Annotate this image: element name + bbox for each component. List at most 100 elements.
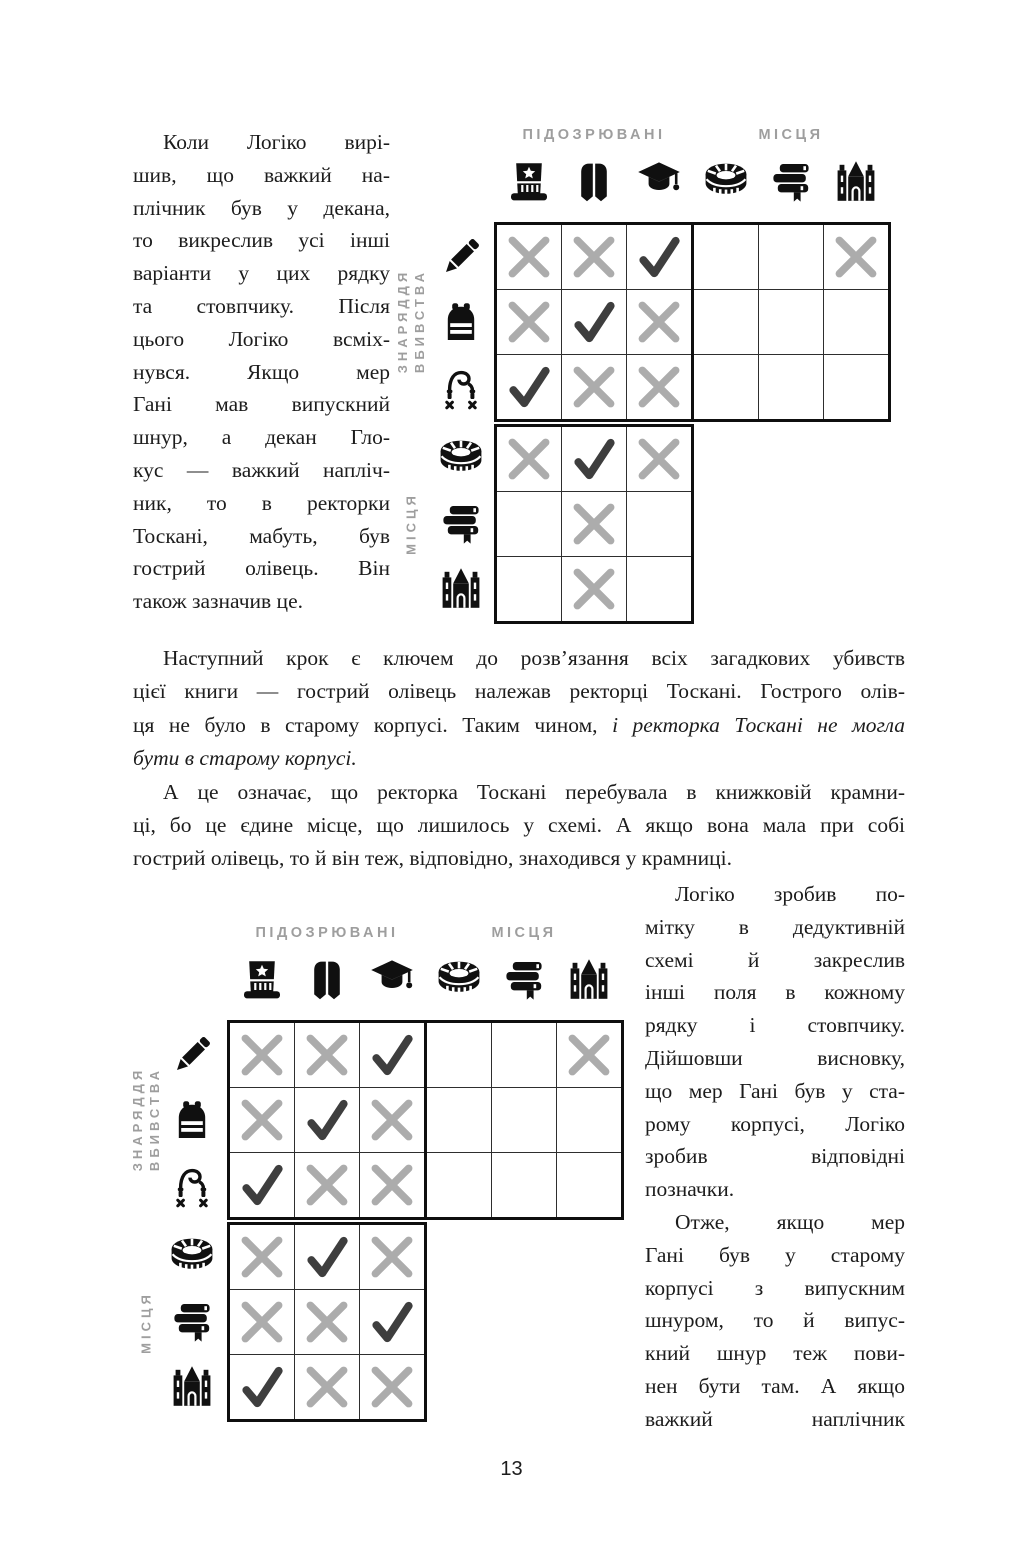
- grid-cell: [562, 290, 626, 354]
- text-part: важкий наплічник: [645, 1406, 905, 1431]
- suspects-header-bottom: ПІДОЗРЮВАНІ: [255, 925, 399, 941]
- backpack-icon: [168, 1096, 216, 1144]
- x-mark-icon: [504, 232, 554, 282]
- x-mark-icon: [302, 1297, 352, 1347]
- text-line: зробив відповідні: [645, 1140, 905, 1173]
- text-line: кний шнур теж пови-: [645, 1337, 905, 1370]
- weapons-side-label-line1: ЗНАРЯДДЯ: [395, 268, 410, 374]
- text-line: гострий олівець. Він: [133, 552, 390, 585]
- text-line: ця не було в старому корпусі. Таким чино…: [133, 709, 905, 742]
- places-side-label-top: МІСЦЯ: [403, 492, 419, 555]
- text-part: що мер Гані був у ста-: [645, 1078, 905, 1103]
- text-part: ник, то в ректорки: [133, 490, 390, 515]
- text-part: Наступний крок є ключем до розв’язання в…: [163, 646, 905, 670]
- text-part: ця не було в старому корпусі. Таким чино…: [133, 712, 613, 737]
- text-part: Гані був у старому: [645, 1242, 905, 1267]
- text-line: варіанти у цих рядку: [133, 257, 390, 290]
- grid-cell: [562, 557, 626, 621]
- grid-cell: [230, 1023, 294, 1087]
- check-mark-icon: [302, 1095, 352, 1145]
- grid-cell: [759, 290, 823, 354]
- text-line: схемі й закреслив: [645, 944, 905, 977]
- text-part: цього Логіко всміх-: [133, 326, 390, 351]
- grid-cell: [295, 1290, 359, 1354]
- pencil-icon: [168, 1031, 216, 1079]
- paragraph-bottom-right: Логіко зробив по-мітку в дедуктивній схем…: [645, 878, 905, 1436]
- books-icon: [168, 1298, 216, 1346]
- x-mark-icon: [302, 1362, 352, 1412]
- x-mark-icon: [634, 434, 684, 484]
- text-line: Логіко зробив по-: [645, 878, 905, 911]
- text-part: мітку в дедуктивній: [645, 914, 905, 939]
- text-part: гострий олівець, то й він теж, відповідн…: [133, 846, 732, 871]
- x-mark-icon: [569, 499, 619, 549]
- text-part: корпусі з випускним: [645, 1275, 905, 1300]
- text-line: також зазначив це.: [133, 585, 390, 618]
- text-line: цієї книги — гострий олівець належав рек…: [133, 675, 905, 708]
- x-mark-icon: [237, 1030, 287, 1080]
- stadium-icon: [702, 158, 750, 206]
- grid-cell: [627, 225, 691, 289]
- grid-cell: [824, 290, 888, 354]
- x-mark-icon: [569, 564, 619, 614]
- grid-cell: [230, 1088, 294, 1152]
- top-hat-icon: [505, 158, 553, 206]
- text-line: бути в старому корпусі.: [133, 742, 905, 775]
- text-line: Наступний крок є ключем до розв’язання в…: [133, 642, 905, 675]
- x-mark-icon: [634, 297, 684, 347]
- x-mark-icon: [504, 434, 554, 484]
- check-mark-icon: [367, 1297, 417, 1347]
- check-mark-icon: [237, 1160, 287, 1210]
- grid-cell: [557, 1088, 621, 1152]
- grid-cell: [694, 290, 758, 354]
- grid-cell: [295, 1225, 359, 1289]
- grid-cell: [492, 1088, 556, 1152]
- text-line: шив, що важкий на-: [133, 159, 390, 192]
- grid-cell: [295, 1355, 359, 1419]
- text-part: варіанти у цих рядку: [133, 261, 390, 286]
- books-icon: [437, 500, 485, 548]
- x-mark-icon: [634, 362, 684, 412]
- grid-cell: [497, 355, 561, 419]
- grid-cell: [824, 225, 888, 289]
- stole-icon: [570, 158, 618, 206]
- text-line: що мер Гані був у ста-: [645, 1075, 905, 1108]
- weapons-side-label-line2: ВБИВСТВА: [147, 1066, 162, 1172]
- grid-top-places-suspects: [494, 424, 694, 624]
- weapons-side-label-line1: ЗНАРЯДДЯ: [130, 1066, 145, 1172]
- x-mark-icon: [564, 1030, 614, 1080]
- text-part: та стовпчику. Після: [133, 293, 390, 318]
- grid-cell: [492, 1153, 556, 1217]
- text-part: кний шнур теж пови-: [645, 1341, 905, 1366]
- x-mark-icon: [504, 297, 554, 347]
- grid-bottom-weapons-suspects: [227, 1020, 427, 1220]
- check-mark-icon: [302, 1232, 352, 1282]
- check-mark-icon: [367, 1030, 417, 1080]
- text-part: гострий олівець. Він: [133, 556, 390, 581]
- text-part: плічник був у декана,: [133, 195, 390, 220]
- text-line: цього Логіко всміх-: [133, 323, 390, 356]
- jump-rope-icon: [437, 363, 485, 411]
- text-line: та стовпчику. Після: [133, 290, 390, 323]
- grid-cell: [627, 355, 691, 419]
- grid-cell: [694, 225, 758, 289]
- check-mark-icon: [569, 297, 619, 347]
- top-hat-icon: [238, 956, 286, 1004]
- grid-cell: [492, 1023, 556, 1087]
- graduation-cap-icon: [635, 158, 683, 206]
- text-line: шнур, а декан Гло-: [133, 421, 390, 454]
- grid-cell: [360, 1290, 424, 1354]
- grid-cell: [360, 1088, 424, 1152]
- text-part: схемі й закреслив: [645, 947, 905, 972]
- grid-cell: [295, 1088, 359, 1152]
- grid-cell: [427, 1023, 491, 1087]
- text-part: зробив відповідні: [645, 1144, 905, 1169]
- text-part: Логіко зробив по-: [675, 882, 905, 906]
- grid-cell: [497, 492, 561, 556]
- text-line: нувся. Якщо мер: [133, 356, 390, 389]
- text-line: шнуром, то й випус-: [645, 1304, 905, 1337]
- grid-cell: [295, 1023, 359, 1087]
- text-part: нен бути там. А якщо: [645, 1373, 905, 1398]
- x-mark-icon: [237, 1095, 287, 1145]
